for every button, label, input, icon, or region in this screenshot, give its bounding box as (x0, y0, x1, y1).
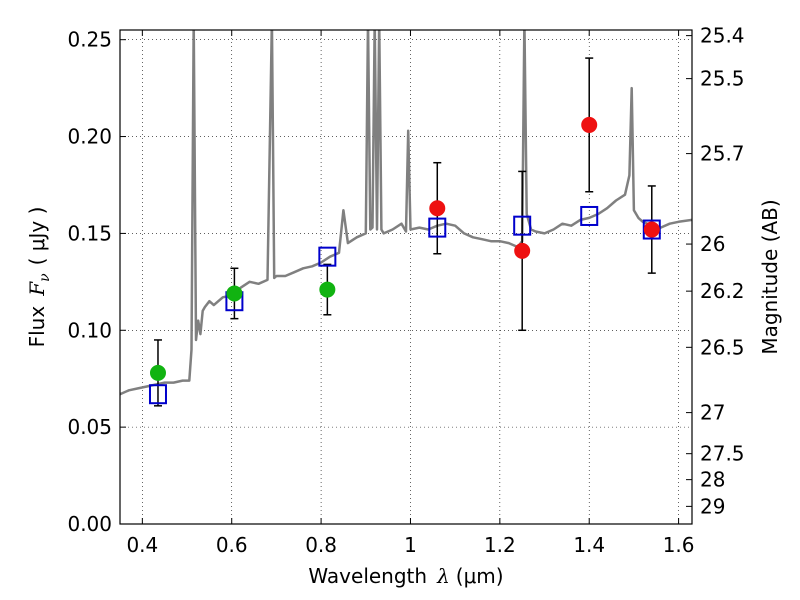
y-axis-label-text: Flux (25, 306, 49, 348)
y-tick-label: 0.15 (67, 221, 112, 245)
model-photometry-point (148, 384, 167, 405)
y-axis-label-subscript: ν (37, 273, 53, 282)
plot-area (120, 30, 692, 407)
x-tick-label: 0.6 (216, 533, 248, 557)
x-tick-label: 0.4 (126, 533, 158, 557)
y2-tick-label: 29 (700, 494, 725, 518)
y2-tick-label: 27 (700, 401, 725, 425)
x-axis-label-symbol: λ (436, 564, 450, 588)
y-axis-label-unit: ( μJy ) (25, 207, 49, 266)
y2-tick-label: 25.7 (700, 142, 745, 166)
y-tick-label: 0.10 (67, 318, 112, 342)
x-axis-label-unit: (μm) (456, 564, 504, 588)
x-tick-label: 1 (404, 533, 417, 557)
x-tick-label: 0.8 (305, 533, 337, 557)
y2-tick-label: 26.2 (700, 279, 745, 303)
y2-tick-label: 26 (700, 232, 725, 256)
x-axis-label-text: Wavelength (308, 564, 427, 588)
model-photometry-point (513, 215, 532, 236)
grid (120, 30, 692, 525)
model-photometry-point (428, 217, 447, 238)
observed-data-point (581, 116, 598, 133)
y-axis-label-symbol: F (25, 281, 49, 297)
x-tick-label: 1.6 (663, 533, 695, 557)
y2-tick-label: 25.4 (700, 24, 745, 48)
y2-tick-label: 27.5 (700, 442, 745, 466)
axis-ticks: 0.4 0.6 0.8 1 1.2 1.4 1.6 0.00 0.05 0.10 0.15 0.20 0… (67, 24, 744, 557)
observed-data-point (643, 221, 660, 238)
y2-tick-label: 26.5 (700, 335, 745, 359)
model-photometry-point (580, 205, 599, 226)
plot-frame (119, 29, 693, 525)
y-tick-label: 0.05 (67, 415, 112, 439)
y-axis-label: Flux Fν ( μJy ) (25, 207, 53, 348)
y2-tick-label: 28 (700, 468, 725, 492)
y-tick-label: 0.20 (67, 125, 112, 149)
observed-data-point (149, 364, 166, 381)
model-photometry-point (318, 246, 337, 267)
observed-data-point (319, 281, 336, 298)
observed-data-point (514, 242, 531, 259)
sed-model-line (120, 30, 692, 396)
x-tick-label: 1.4 (573, 533, 605, 557)
y-tick-label: 0.00 (67, 512, 112, 536)
observed-data-point (226, 285, 243, 302)
y-tick-label: 0.25 (67, 28, 112, 52)
y2-tick-label: 25.5 (700, 67, 745, 91)
x-axis-label: Wavelength λ (μm) (308, 564, 503, 588)
observed-data-point (429, 200, 446, 217)
y2-axis-label: Magnitude (AB) (758, 199, 782, 354)
x-tick-label: 1.2 (484, 533, 516, 557)
